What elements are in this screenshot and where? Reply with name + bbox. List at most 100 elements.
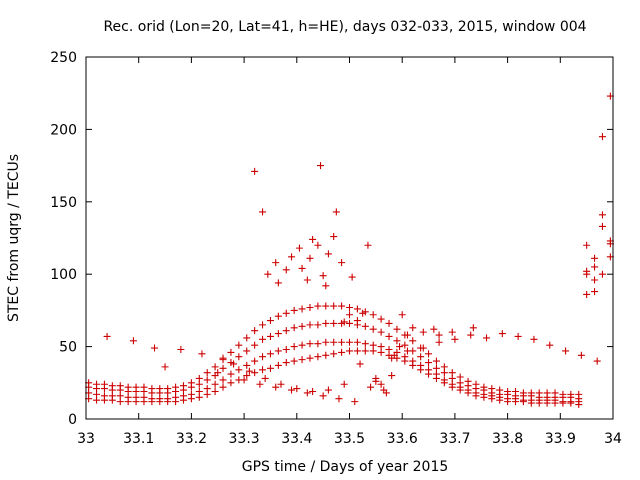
data-point [259,321,267,329]
data-point [546,341,554,349]
data-point [303,276,311,284]
data-point [251,327,259,335]
data-point [467,331,475,339]
data-point [514,332,522,340]
data-point [151,344,159,352]
data-point [274,330,282,338]
x-tick-label: 33.5 [334,431,365,447]
data-point [266,350,274,358]
data-point [314,340,322,348]
x-axis-label: GPS time / Days of year 2015 [242,459,449,475]
data-point [388,354,396,362]
data-point [148,385,156,393]
data-point [330,302,338,310]
data-point [298,356,306,364]
data-point [377,380,385,388]
data-point [264,270,272,278]
data-point [419,328,427,336]
data-point [277,380,285,388]
data-point [388,372,396,380]
data-point [93,380,101,388]
data-point [211,380,219,388]
x-tick-label: 33.3 [229,431,260,447]
data-point [187,379,195,387]
data-point [259,335,267,343]
data-point [583,241,591,249]
data-point [361,347,369,355]
data-point [256,380,264,388]
data-point [177,345,185,353]
data-point [322,338,330,346]
data-point [472,380,480,388]
data-point [214,369,222,377]
data-point [274,279,282,287]
data-point [483,334,491,342]
data-point [396,343,404,351]
x-tick-label: 33.1 [123,431,154,447]
data-point [266,364,274,372]
data-point [409,324,417,332]
data-point [227,379,235,387]
data-point [243,347,251,355]
data-point [451,335,459,343]
data-point [290,324,298,332]
data-point [338,259,346,267]
data-point [243,372,251,380]
data-point [385,319,393,327]
x-tick-label: 33.8 [492,431,523,447]
data-point [353,338,361,346]
data-point [567,390,575,398]
data-point [417,361,425,369]
data-point [259,353,267,361]
y-tick-label: 150 [50,195,77,211]
data-point [295,244,303,252]
data-point [377,315,385,323]
data-point [338,338,346,346]
data-point [116,382,124,390]
x-tick-label: 33.2 [176,431,207,447]
data-point [243,361,251,369]
data-point [469,324,477,332]
data-point [377,328,385,336]
data-point [274,361,282,369]
data-point [367,383,375,391]
data-point [351,398,359,406]
data-point [282,266,290,274]
data-point [211,363,219,371]
data-point [235,366,243,374]
data-point [309,235,317,243]
data-point [575,390,583,398]
data-point [425,366,433,374]
data-point [591,288,599,296]
data-point [322,302,330,310]
data-point [348,273,356,281]
data-point [282,309,290,317]
data-point [340,318,348,326]
data-point [274,312,282,320]
data-point [282,327,290,335]
x-tick-label: 33.9 [545,431,576,447]
data-point [306,254,314,262]
data-point [346,347,353,355]
data-point [288,386,296,394]
data-point [306,321,314,329]
data-point [261,374,269,382]
data-point [488,385,496,393]
data-point [319,272,327,280]
data-point [448,328,456,336]
data-point [598,211,606,219]
data-point [346,338,353,346]
data-point [219,383,227,391]
data-point [330,338,338,346]
data-point [235,341,243,349]
data-point [448,369,456,377]
data-point [519,389,527,397]
data-point [417,353,425,361]
data-point [324,250,332,258]
y-tick-label: 100 [50,267,77,283]
data-point [359,309,367,317]
data-point [314,321,322,329]
data-point [583,290,591,298]
data-point [319,392,327,400]
